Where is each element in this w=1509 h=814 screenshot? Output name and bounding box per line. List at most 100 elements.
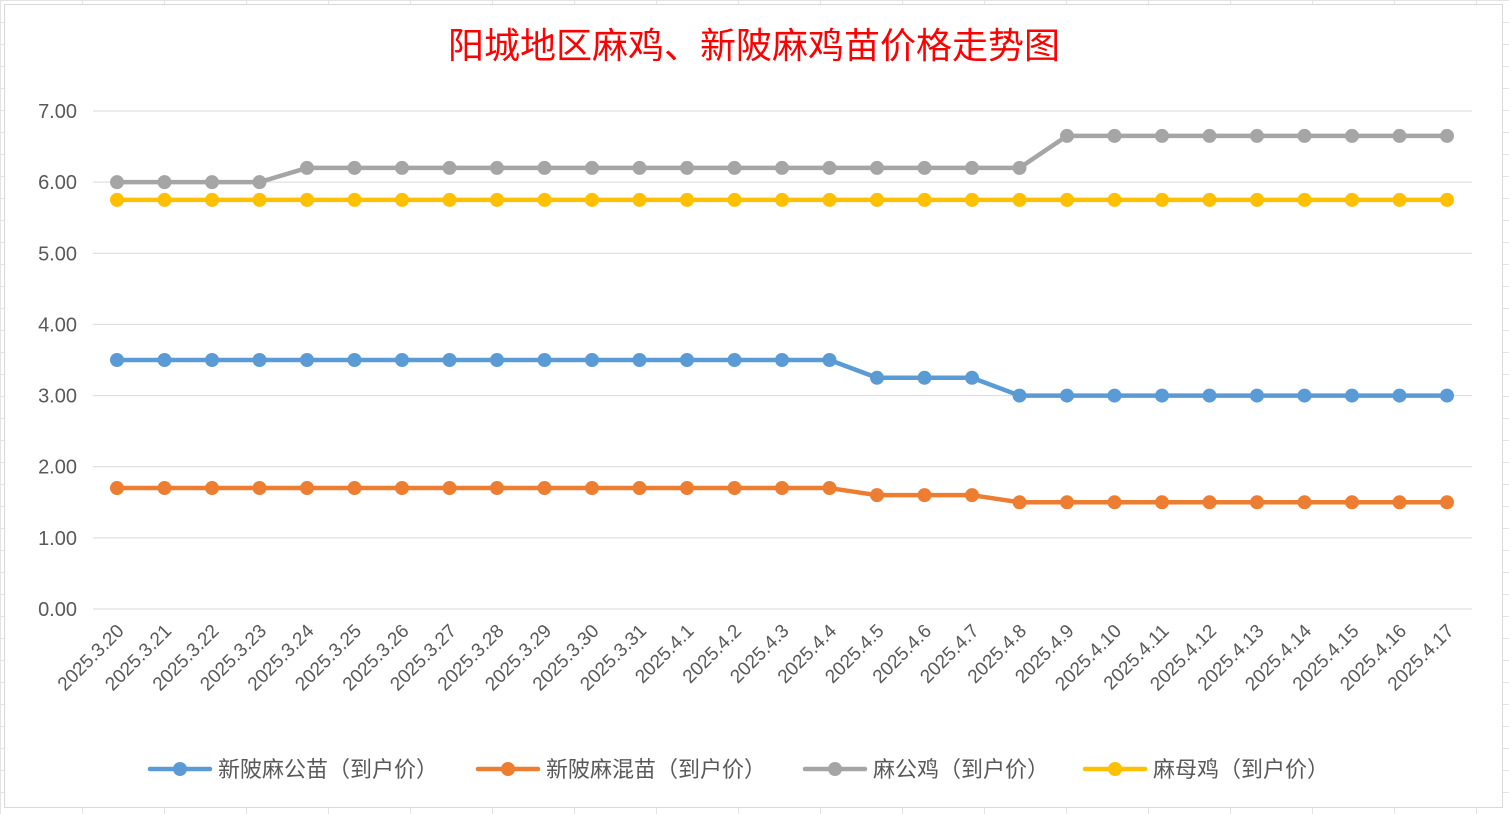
data-point[interactable]	[252, 481, 267, 496]
data-point[interactable]	[252, 192, 267, 207]
data-point[interactable]	[1060, 128, 1074, 143]
data-point[interactable]	[1440, 192, 1454, 207]
data-point[interactable]	[1202, 495, 1217, 510]
data-point[interactable]	[775, 481, 789, 496]
data-point[interactable]	[727, 192, 742, 207]
data-point[interactable]	[775, 353, 789, 367]
data-point[interactable]	[1060, 388, 1074, 403]
data-point[interactable]	[347, 192, 362, 207]
data-point[interactable]	[1155, 495, 1169, 510]
data-point[interactable]	[585, 353, 599, 367]
data-point[interactable]	[157, 353, 172, 367]
data-point[interactable]	[205, 192, 219, 207]
data-point[interactable]	[395, 160, 409, 175]
data-point[interactable]	[442, 481, 457, 496]
data-point[interactable]	[300, 481, 314, 496]
data-point[interactable]	[110, 353, 124, 367]
data-point[interactable]	[442, 353, 457, 367]
data-point[interactable]	[442, 160, 457, 175]
data-point[interactable]	[252, 175, 267, 190]
data-point[interactable]	[1297, 128, 1312, 143]
data-point[interactable]	[490, 192, 504, 207]
legend-item-0[interactable]: 新陂麻公苗（到户价）	[147, 758, 438, 783]
data-point[interactable]	[395, 481, 409, 496]
data-point[interactable]	[110, 192, 124, 207]
data-point[interactable]	[1250, 128, 1264, 143]
data-point[interactable]	[822, 481, 837, 496]
data-point[interactable]	[1012, 160, 1027, 175]
data-point[interactable]	[585, 192, 599, 207]
data-point[interactable]	[110, 481, 124, 496]
data-point[interactable]	[680, 192, 694, 207]
data-point[interactable]	[585, 160, 599, 175]
data-point[interactable]	[917, 488, 932, 503]
data-point[interactable]	[632, 353, 647, 367]
data-point[interactable]	[205, 353, 219, 367]
data-point[interactable]	[157, 481, 172, 496]
legend-item-1[interactable]: 新陂麻混苗（到户价）	[475, 758, 766, 783]
data-point[interactable]	[537, 481, 552, 496]
data-point[interactable]	[1250, 192, 1264, 207]
data-point[interactable]	[1060, 192, 1074, 207]
data-point[interactable]	[205, 175, 219, 190]
legend[interactable]: 新陂麻公苗（到户价） 新陂麻混苗（到户价） 麻公鸡（到户价） 麻母鸡（到户价）	[147, 758, 1329, 783]
data-point[interactable]	[965, 488, 979, 503]
data-point[interactable]	[585, 481, 599, 496]
data-point[interactable]	[1250, 388, 1264, 403]
data-point[interactable]	[1012, 388, 1027, 403]
data-point[interactable]	[1345, 388, 1359, 403]
data-point[interactable]	[680, 481, 694, 496]
series-line[interactable]	[114, 133, 1450, 185]
data-point[interactable]	[1250, 495, 1264, 510]
data-point[interactable]	[822, 160, 837, 175]
data-point[interactable]	[775, 160, 789, 175]
data-point[interactable]	[1012, 192, 1027, 207]
data-point[interactable]	[965, 370, 979, 385]
data-point[interactable]	[1107, 388, 1122, 403]
data-point[interactable]	[1297, 192, 1312, 207]
data-point[interactable]	[917, 192, 932, 207]
data-point[interactable]	[347, 160, 362, 175]
data-point[interactable]	[870, 370, 884, 385]
data-point[interactable]	[1202, 192, 1217, 207]
data-point[interactable]	[490, 481, 504, 496]
data-point[interactable]	[870, 192, 884, 207]
data-point[interactable]	[300, 160, 314, 175]
data-point[interactable]	[1392, 128, 1407, 143]
data-point[interactable]	[727, 160, 742, 175]
data-point[interactable]	[822, 353, 837, 367]
data-point[interactable]	[1155, 388, 1169, 403]
data-point[interactable]	[1392, 388, 1407, 403]
data-point[interactable]	[110, 175, 124, 190]
data-point[interactable]	[727, 353, 742, 367]
data-point[interactable]	[1297, 495, 1312, 510]
data-point[interactable]	[537, 160, 552, 175]
data-point[interactable]	[632, 481, 647, 496]
data-point[interactable]	[395, 353, 409, 367]
legend-item-3[interactable]: 麻母鸡（到户价）	[1082, 758, 1329, 783]
data-point[interactable]	[1107, 128, 1122, 143]
legend-item-2[interactable]: 麻公鸡（到户价）	[802, 758, 1049, 783]
data-point[interactable]	[1012, 495, 1027, 510]
data-point[interactable]	[347, 353, 362, 367]
data-point[interactable]	[205, 481, 219, 496]
data-point[interactable]	[1060, 495, 1074, 510]
data-point[interactable]	[537, 192, 552, 207]
data-point[interactable]	[490, 353, 504, 367]
data-point[interactable]	[632, 160, 647, 175]
data-point[interactable]	[252, 353, 267, 367]
data-point[interactable]	[775, 192, 789, 207]
data-point[interactable]	[1155, 192, 1169, 207]
data-point[interactable]	[1202, 388, 1217, 403]
data-point[interactable]	[917, 160, 932, 175]
data-point[interactable]	[632, 192, 647, 207]
data-point[interactable]	[157, 175, 172, 190]
data-point[interactable]	[490, 160, 504, 175]
data-point[interactable]	[822, 192, 837, 207]
data-point[interactable]	[395, 192, 409, 207]
data-point[interactable]	[727, 481, 742, 496]
data-point[interactable]	[442, 192, 457, 207]
data-point[interactable]	[1297, 388, 1312, 403]
data-point[interactable]	[965, 192, 979, 207]
data-point[interactable]	[1155, 128, 1169, 143]
